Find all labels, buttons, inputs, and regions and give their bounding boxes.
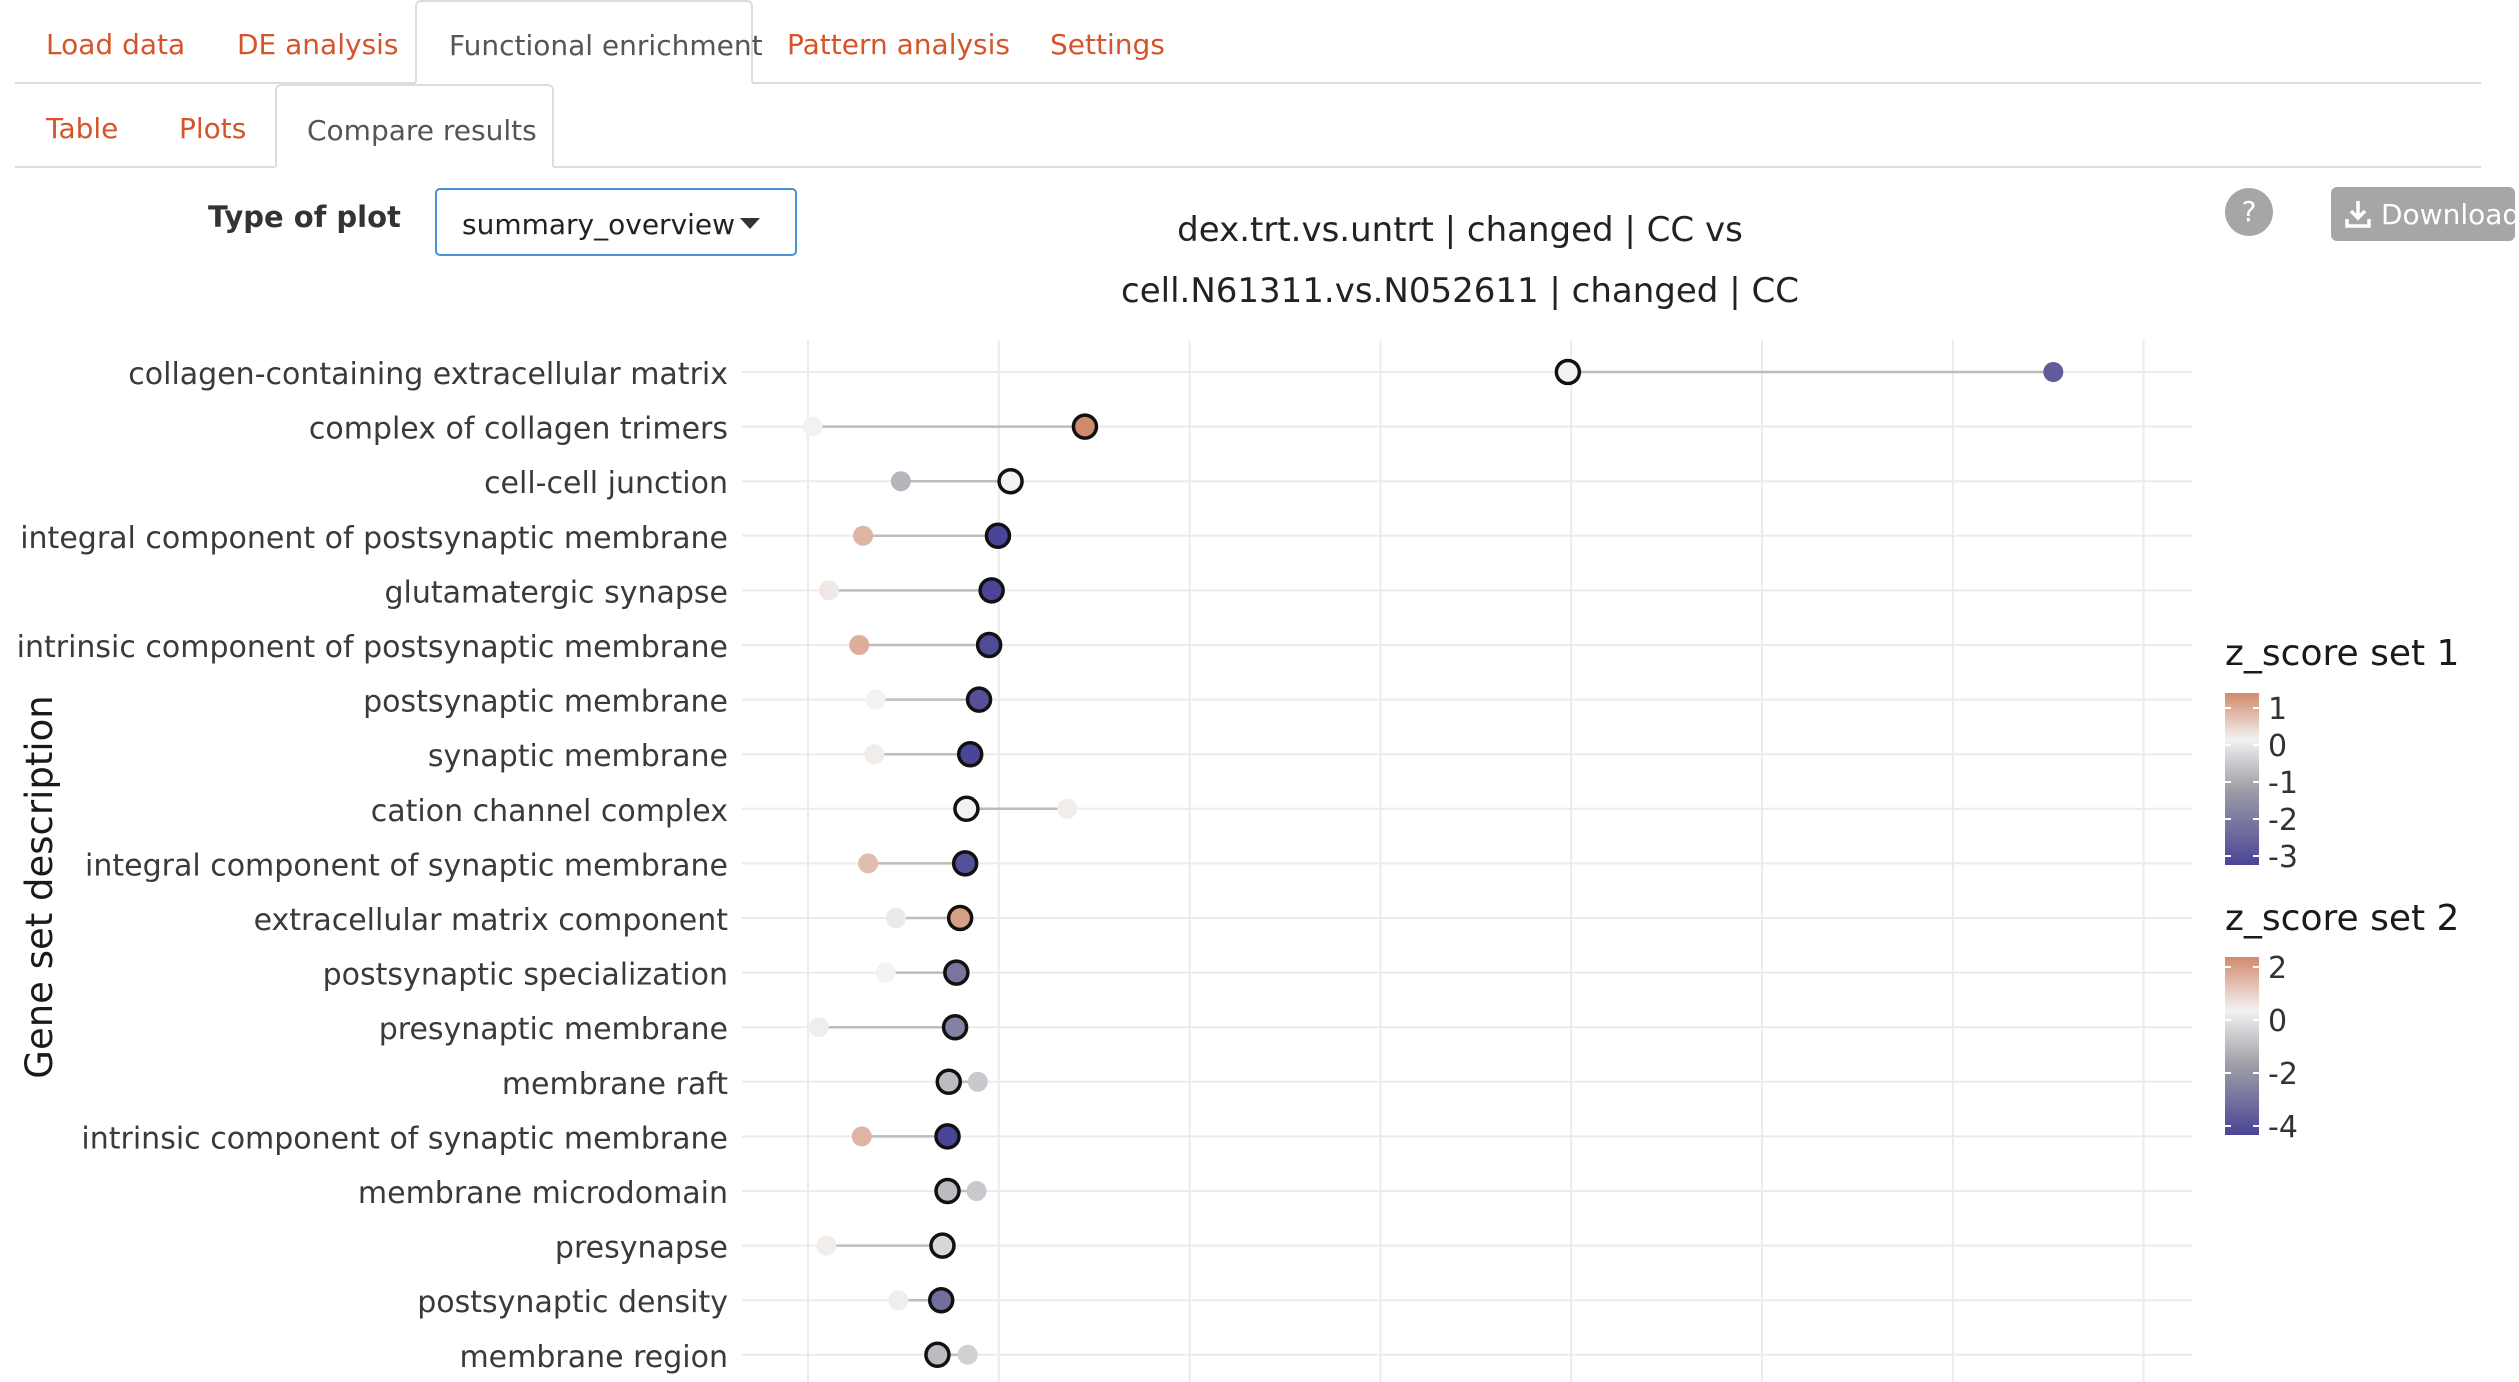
- main-tabs: Load data DE analysis Functional enrichm…: [15, 0, 2481, 84]
- category-label: membrane microdomain: [358, 1176, 728, 1211]
- plot-title-line2: cell.N61311.vs.N052611 | changed | CC: [1121, 271, 1799, 311]
- y-axis-label: Gene set description: [18, 695, 61, 1078]
- download-icon: [2345, 201, 2371, 228]
- point-set2: [967, 1071, 988, 1092]
- tab-load-data[interactable]: Load data: [46, 28, 186, 61]
- point-set2: [849, 635, 870, 655]
- point-set1: [975, 631, 1003, 659]
- help-button[interactable]: ?: [2225, 188, 2273, 236]
- legend1-title: z_score set 1: [2225, 633, 2459, 674]
- point-set2: [957, 1344, 978, 1365]
- set1-points: [924, 358, 1582, 1369]
- point-set1: [997, 467, 1024, 495]
- category-label: cation channel complex: [371, 794, 728, 829]
- set2-points: [802, 362, 2064, 1365]
- category-label: postsynaptic specialization: [323, 958, 728, 993]
- point-set2: [819, 580, 839, 601]
- legend-tick-label: -2: [2268, 1057, 2298, 1092]
- plot-title-line1: dex.trt.vs.untrt | changed | CC vs: [1177, 210, 1743, 250]
- category-label: cell-cell junction: [484, 466, 728, 501]
- plot-type-select[interactable]: summary_overview: [435, 188, 797, 256]
- category-label: synaptic membrane: [428, 739, 728, 774]
- legend2-title: z_score set 2: [2225, 898, 2459, 939]
- category-label: collagen-containing extracellular matrix: [128, 357, 728, 392]
- point-set1: [934, 1177, 961, 1205]
- category-label: presynaptic membrane: [379, 1012, 728, 1047]
- category-label: membrane raft: [502, 1067, 728, 1102]
- legend-tick-label: 2: [2268, 951, 2287, 986]
- point-set2: [865, 689, 886, 710]
- point-set1: [951, 850, 979, 877]
- point-set1: [953, 795, 980, 823]
- point-set1: [1554, 358, 1582, 386]
- legend-tick-label: -1: [2268, 766, 2298, 801]
- point-set1: [927, 1286, 955, 1314]
- point-set2: [1057, 798, 1078, 819]
- legend-tick-label: -4: [2268, 1110, 2298, 1145]
- legend-z-score-set2: z_score set 2 2 0 -2 -4: [2225, 898, 2459, 1145]
- category-label: glutamatergic synapse: [385, 575, 729, 610]
- category-label: postsynaptic density: [417, 1285, 728, 1320]
- tab-plots[interactable]: Plots: [179, 112, 247, 145]
- point-set1: [946, 904, 974, 932]
- category-label: integral component of synaptic membrane: [85, 848, 728, 883]
- category-label: intrinsic component of synaptic membrane: [81, 1121, 728, 1156]
- point-set1: [935, 1068, 963, 1096]
- tab-table[interactable]: Table: [46, 112, 119, 145]
- point-set2: [802, 416, 823, 437]
- point-set2: [858, 853, 879, 874]
- point-set2: [808, 1017, 829, 1038]
- plot-title: dex.trt.vs.untrt | changed | CC vs cell.…: [1040, 200, 1880, 322]
- tab-compare-results[interactable]: Compare results: [275, 84, 554, 168]
- category-label: postsynaptic membrane: [363, 685, 728, 720]
- category-label: integral component of postsynaptic membr…: [20, 521, 728, 556]
- sub-tabs: Table Plots Compare results: [15, 82, 2481, 168]
- category-label: intrinsic component of postsynaptic memb…: [17, 630, 728, 665]
- tab-settings[interactable]: Settings: [1050, 28, 1165, 61]
- point-set1: [943, 959, 970, 986]
- point-set2: [851, 1126, 872, 1147]
- category-label: membrane region: [459, 1340, 728, 1375]
- legend-tick-label: -3: [2268, 840, 2298, 875]
- grid: [742, 340, 2192, 1382]
- chevron-down-icon: [740, 218, 760, 229]
- tab-de-analysis[interactable]: DE analysis: [237, 28, 399, 61]
- point-set2: [888, 1290, 909, 1311]
- legend-tick-label: 0: [2268, 1004, 2287, 1039]
- point-set1: [1071, 413, 1099, 440]
- point-set2: [885, 908, 906, 928]
- legend-tick-label: -2: [2268, 803, 2298, 838]
- point-set1: [978, 577, 1005, 604]
- category-label: complex of collagen trimers: [309, 412, 728, 447]
- plot-type-label: Type of plot: [208, 200, 401, 234]
- category-label: extracellular matrix component: [254, 903, 729, 938]
- point-set2: [2043, 362, 2064, 382]
- legend1-colorbar: [2225, 693, 2259, 865]
- download-label: Download: [2381, 198, 2519, 231]
- point-set1: [924, 1341, 951, 1369]
- point-set1: [934, 1123, 961, 1150]
- point-set2: [816, 1235, 837, 1256]
- point-set2: [875, 962, 896, 983]
- plot-type-value: summary_overview: [462, 208, 736, 241]
- point-set1: [956, 740, 984, 768]
- dumbbell-chart: collagen-containing extracellular matrix…: [17, 340, 2459, 1382]
- legend-tick-label: 1: [2268, 692, 2287, 727]
- point-set2: [853, 525, 874, 546]
- point-set1: [929, 1232, 956, 1259]
- category-label: presynapse: [555, 1231, 728, 1266]
- point-set1: [984, 522, 1012, 550]
- point-set1: [965, 686, 993, 713]
- tab-pattern-analysis[interactable]: Pattern analysis: [787, 28, 1011, 61]
- point-set2: [966, 1181, 987, 1201]
- point-set2: [864, 744, 885, 765]
- point-set1: [941, 1013, 969, 1041]
- download-button[interactable]: Download: [2331, 187, 2519, 241]
- category-labels: collagen-containing extracellular matrix…: [17, 357, 729, 1375]
- legend-z-score-set1: z_score set 1 10-1-2-3: [2225, 633, 2459, 875]
- legend2-colorbar: [2225, 957, 2259, 1135]
- legend-tick-label: 0: [2268, 729, 2287, 764]
- point-set2: [890, 471, 911, 492]
- tab-functional-enrichment[interactable]: Functional enrichment: [415, 0, 763, 84]
